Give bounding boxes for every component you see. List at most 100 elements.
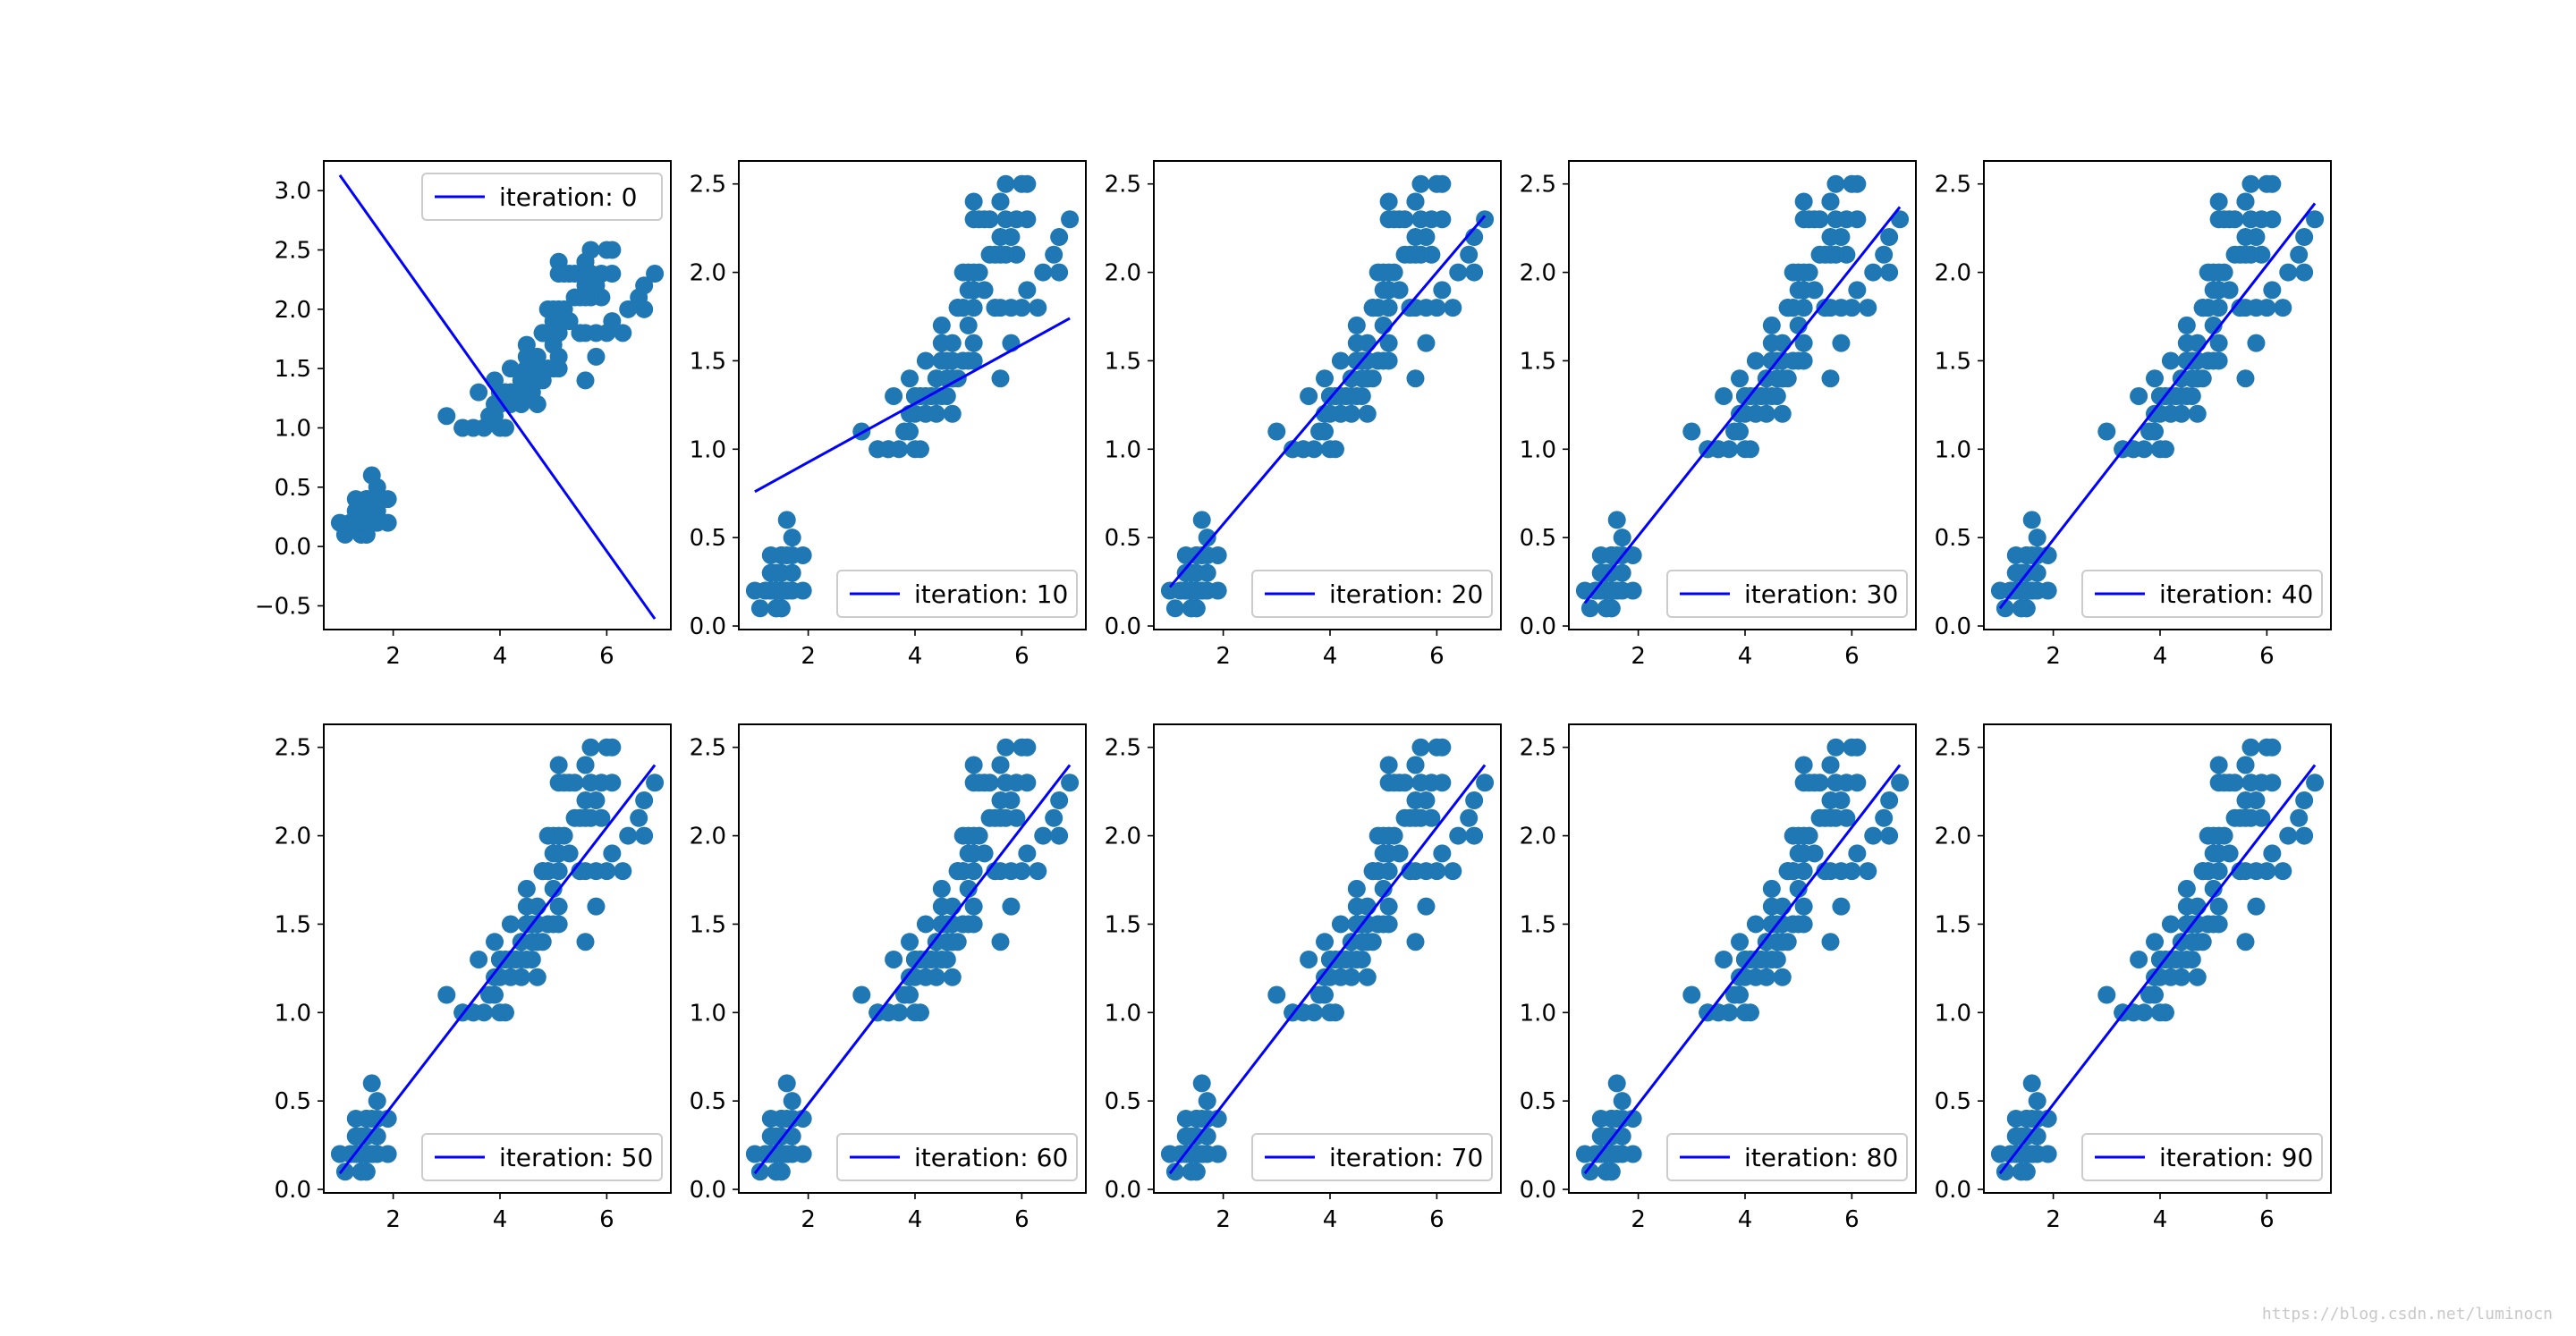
scatter-point [1363, 862, 1382, 881]
y-tick-label: 0.5 [275, 1088, 311, 1115]
y-tick-label: 0.0 [1520, 613, 1556, 640]
scatter-point [1602, 1109, 1621, 1128]
scatter-point [501, 915, 520, 934]
scatter-point [996, 738, 1015, 757]
scatter-point [453, 419, 472, 437]
y-tick-label: 1.5 [275, 911, 311, 938]
y-tick-label: 1.0 [275, 415, 311, 442]
scatter-series [330, 241, 665, 544]
scatter-point [357, 1109, 376, 1128]
axes-frame [323, 160, 672, 630]
x-tick-label: 4 [1323, 643, 1338, 670]
scatter-point [1773, 404, 1792, 423]
scatter-series [1990, 738, 2325, 1181]
scatter-point [750, 1163, 769, 1181]
scatter-point [1875, 245, 1894, 264]
scatter-point [2017, 545, 2036, 564]
x-tick-label: 4 [493, 643, 508, 670]
y-tick-label: 0.0 [1105, 613, 1141, 640]
scatter-point [964, 756, 983, 774]
scatter-point [2161, 404, 2180, 423]
axes-frame [738, 160, 1087, 630]
scatter-point [2215, 263, 2233, 282]
scatter-point [1859, 299, 1877, 317]
scatter-point [1395, 210, 1414, 229]
scatter-point [964, 915, 983, 934]
scatter-point [1762, 897, 1781, 916]
y-tick-label: 1.0 [1935, 436, 1971, 463]
scatter-point [1029, 862, 1047, 881]
scatter-point [2258, 299, 2276, 317]
scatter-point [630, 808, 648, 827]
scatter-point [362, 466, 381, 485]
y-tick-label: 0.0 [1105, 1177, 1141, 1204]
scatter-point [1208, 581, 1227, 600]
legend-box [1666, 1133, 1908, 1181]
scatter-point [991, 192, 1010, 211]
x-tick-label: 4 [2153, 1206, 2168, 1233]
scatter-point [517, 879, 536, 898]
y-tick-label: 0.0 [1520, 1177, 1556, 1204]
legend: iteration: 90 [2081, 1133, 2323, 1181]
scatter-point [943, 351, 962, 370]
scatter-point [1034, 263, 1053, 282]
x-tick-label: 4 [1738, 643, 1753, 670]
x-tick-label: 4 [908, 643, 923, 670]
scatter-point [953, 263, 972, 282]
scatter-point [1326, 386, 1344, 405]
scatter-point [1034, 826, 1053, 845]
scatter-point [1613, 528, 1631, 547]
scatter-point [1449, 826, 1468, 845]
scatter-point [603, 738, 622, 757]
regression-line [754, 317, 1071, 494]
scatter-point [953, 826, 972, 845]
scatter-point [1880, 826, 1899, 845]
scatter-point [522, 933, 541, 951]
axes-frame [323, 723, 672, 1194]
scatter-point [970, 263, 988, 282]
scatter-point [959, 281, 978, 300]
watermark-text: https://blog.csdn.net/luminocn [2261, 1305, 2553, 1323]
subplot-6: 2 4 6 0.0 0.5 1.0 1.5 2.0 2.5 iteration: 60 [690, 723, 1087, 1233]
scatter-point [587, 897, 606, 916]
y-tick-label: 2.5 [1520, 172, 1556, 199]
scatter-point [2209, 334, 2228, 352]
scatter-point [1476, 774, 1495, 792]
scatter-point [549, 897, 568, 916]
scatter-point [486, 933, 504, 951]
scatter-point [362, 1074, 381, 1093]
scatter-point [549, 359, 568, 378]
scatter-point [576, 756, 595, 774]
subplot-8: 2 4 6 0.0 0.5 1.0 1.5 2.0 2.5 iteration: 80 [1520, 723, 1917, 1233]
x-tick-label: 2 [801, 643, 816, 670]
scatter-point [1002, 897, 1021, 916]
scatter-point [1794, 192, 1813, 211]
scatter-point [2306, 774, 2325, 792]
y-tick-label: 1.5 [1935, 911, 1971, 938]
x-tick-label: 4 [1323, 1206, 1338, 1233]
scatter-point [378, 1109, 397, 1128]
scatter-point [885, 950, 903, 968]
scatter-point [1018, 844, 1037, 863]
scatter-point [1208, 545, 1227, 564]
scatter-point [2038, 1109, 2057, 1128]
scatter-point [1465, 826, 1484, 845]
scatter-point [932, 879, 951, 898]
scatter-point [2130, 386, 2148, 405]
scatter-point [533, 324, 552, 342]
scatter-series [330, 738, 665, 1181]
scatter-point [437, 985, 456, 1004]
scatter-point [1331, 404, 1350, 423]
scatter-point [1300, 950, 1318, 968]
y-tick-label: 1.5 [1520, 348, 1556, 375]
scatter-point [538, 826, 557, 845]
scatter-point [2209, 897, 2228, 916]
legend-box [836, 570, 1078, 618]
legend: iteration: 60 [836, 1133, 1078, 1181]
scatter-point [991, 228, 1010, 247]
scatter-point [1331, 915, 1350, 934]
scatter-point [1029, 299, 1047, 317]
scatter-point [2193, 299, 2212, 317]
scatter-point [2225, 774, 2244, 792]
scatter-point [1050, 228, 1069, 247]
